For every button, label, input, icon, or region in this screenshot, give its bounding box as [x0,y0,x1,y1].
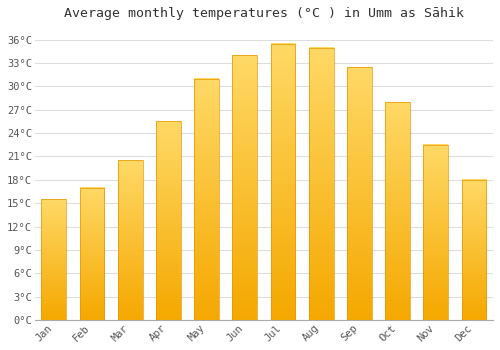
Bar [194,79,219,320]
Bar [385,102,410,320]
Bar [42,199,66,320]
Bar [462,180,486,320]
Bar [80,188,104,320]
Bar [347,67,372,320]
Bar [118,160,142,320]
Bar [424,145,448,320]
Bar [156,121,181,320]
Bar [270,44,295,320]
Bar [309,48,334,320]
Bar [232,55,257,320]
Title: Average monthly temperatures (°C ) in Umm as Sāhik: Average monthly temperatures (°C ) in Um… [64,7,464,20]
